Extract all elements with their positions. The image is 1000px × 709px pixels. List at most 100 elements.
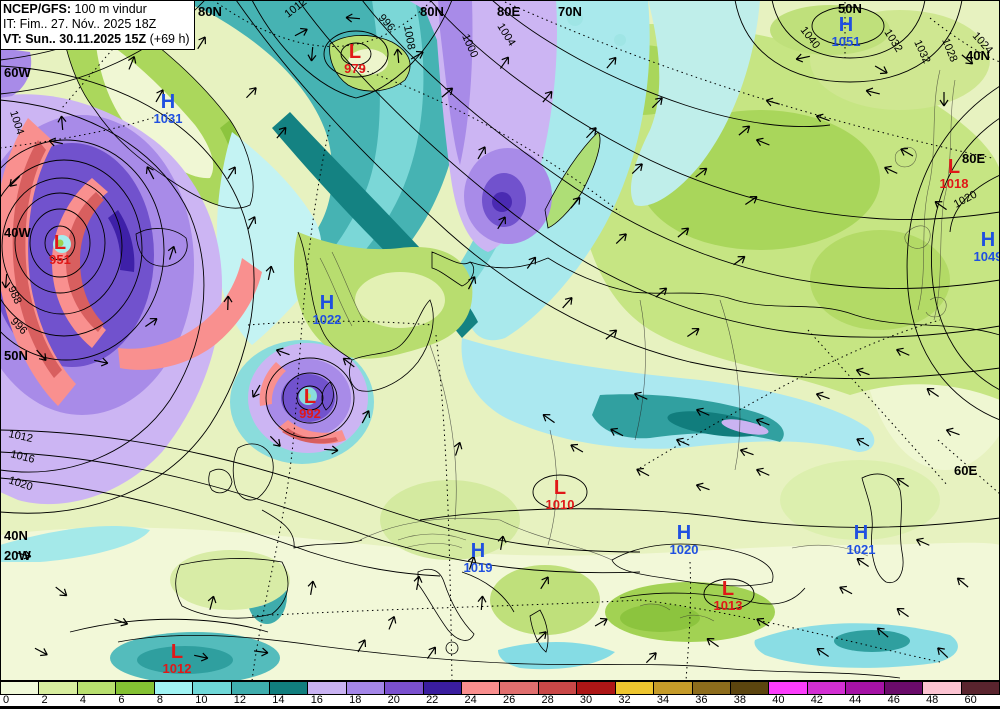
pressure-center-letter: H bbox=[839, 14, 853, 36]
colorbar-cell bbox=[462, 682, 501, 695]
wind-arrow-icon bbox=[651, 97, 663, 109]
wind-arrow-icon bbox=[839, 585, 853, 595]
wind-arrow-icon bbox=[855, 367, 870, 377]
coastlines bbox=[57, 0, 1000, 679]
colorbar-cell bbox=[961, 682, 1000, 695]
wind-arrow-icon bbox=[677, 227, 690, 238]
wind-arrow-icon bbox=[94, 357, 109, 367]
colorbar-tick: 14 bbox=[272, 694, 285, 706]
wind-arrow-icon bbox=[276, 126, 287, 139]
edge-coordinate-label: 80N bbox=[420, 4, 444, 19]
isobar-value-label: 1008 bbox=[401, 24, 417, 50]
wind-arrow-icon bbox=[357, 639, 367, 653]
wind-arrow-icon bbox=[477, 595, 487, 611]
pressure-center-letter: H bbox=[981, 229, 995, 251]
pressure-center-value: 1012 bbox=[163, 661, 192, 676]
wind-arrow-icon bbox=[227, 166, 236, 180]
wind-arrow-icon bbox=[756, 467, 770, 476]
wind-arrow-icon bbox=[586, 127, 597, 139]
pressure-center-letter: H bbox=[320, 292, 334, 314]
pressure-center-letter: L bbox=[349, 41, 361, 63]
wind-arrow-icon bbox=[247, 216, 257, 230]
pressure-center-value: 1020 bbox=[670, 542, 699, 557]
colorbar-cell bbox=[923, 682, 962, 695]
wind-arrow-icon bbox=[795, 53, 810, 63]
wind-arrow-icon bbox=[540, 576, 549, 590]
wind-arrow-icon bbox=[739, 447, 754, 457]
wind-arrow-icon bbox=[17, 550, 32, 560]
wind-arrow-icon bbox=[934, 200, 947, 211]
pressure-center-value: 1019 bbox=[464, 560, 493, 575]
wind-arrow-icon bbox=[874, 65, 888, 75]
wind-arrow-icon bbox=[265, 265, 275, 280]
wind-arrow-icon bbox=[876, 627, 889, 638]
colorbar-cell bbox=[39, 682, 78, 695]
wind-arrow-icon bbox=[499, 56, 510, 69]
colorbar-tick: 28 bbox=[541, 694, 554, 706]
wind-arrow-icon bbox=[197, 36, 206, 50]
wind-arrow-icon bbox=[695, 482, 710, 492]
wind-arrow-icon bbox=[562, 296, 573, 309]
wind-arrow-icon bbox=[345, 13, 361, 23]
isobar-value-label: 1012 bbox=[7, 428, 33, 445]
colorbar-tick-labels: 0 2 4 6 8 10 12 14 16 18 20 22 24 26 28 30 32 34 36 38 40 42 4… bbox=[0, 694, 1000, 706]
wind-arrow-icon bbox=[765, 97, 780, 107]
wind-arrow-icon bbox=[615, 233, 627, 244]
header-model-line: NCEP/GFS: 100 m vindur bbox=[3, 2, 147, 16]
wind-arrow-icon bbox=[896, 607, 909, 618]
colorbar-tick: 38 bbox=[733, 694, 747, 706]
pressure-center-value: 1021 bbox=[847, 542, 876, 557]
pressure-center-value: 992 bbox=[299, 406, 321, 421]
weather-map: W80N80N80E70N50N40N60W80E40W50N40N20W60E… bbox=[0, 0, 1000, 681]
colorbar-tick: 44 bbox=[849, 694, 862, 706]
colorbar-cell bbox=[692, 682, 732, 695]
wind-arrow-icon bbox=[253, 647, 269, 657]
wind-arrow-icon bbox=[48, 137, 63, 147]
wind-arrow-icon bbox=[939, 92, 949, 107]
colorbar-tick: 16 bbox=[310, 694, 323, 706]
edge-coordinate-label: 40N bbox=[4, 528, 28, 543]
wind-arrow-icon bbox=[294, 27, 308, 37]
pressure-center-letter: L bbox=[54, 232, 66, 254]
colorbar-cell bbox=[154, 682, 194, 695]
colorbar-cell bbox=[807, 682, 847, 695]
colorbar-cell bbox=[500, 682, 539, 695]
wind-arrow-icon bbox=[900, 147, 914, 157]
bottom-border bbox=[0, 706, 1000, 709]
wind-arrow-icon bbox=[916, 537, 930, 546]
colorbar-tick: 8 bbox=[156, 694, 163, 706]
wind-arrow-icon bbox=[687, 328, 700, 337]
edge-coordinate-label: 50N bbox=[4, 348, 28, 363]
isobar-contours bbox=[0, 0, 1000, 633]
wind-arrow-icon bbox=[207, 595, 217, 610]
edge-coordinate-label: 80E bbox=[497, 4, 520, 19]
graticule-lines bbox=[0, 0, 1000, 681]
colorbar-cell bbox=[308, 682, 347, 695]
model-name: NCEP/GFS: bbox=[3, 2, 72, 16]
wind-arrow-icon bbox=[756, 617, 770, 627]
forecast-header: NCEP/GFS: 100 m vindur IT: Fim.. 27. Nóv… bbox=[0, 0, 195, 50]
wind-arrow-icon bbox=[631, 163, 643, 174]
colorbar-cell bbox=[769, 682, 808, 695]
edge-coordinate-label: 40W bbox=[4, 225, 31, 240]
pressure-center-value: 1010 bbox=[546, 497, 575, 512]
pressure-center-value: 1018 bbox=[940, 176, 969, 191]
pressure-center-value: 951 bbox=[49, 252, 71, 267]
colorbar-tick: 6 bbox=[118, 694, 125, 706]
colorbar-cell bbox=[577, 682, 616, 695]
colorbar-tick: 10 bbox=[195, 694, 208, 706]
wind-arrow-icon bbox=[937, 647, 949, 658]
wind-arrow-icon bbox=[36, 349, 47, 362]
wind-arrow-icon bbox=[477, 146, 487, 160]
colorbar-cell bbox=[884, 682, 924, 695]
wind-arrow-icon bbox=[275, 347, 290, 357]
wind-arrow-icon bbox=[393, 48, 403, 64]
wind-arrow-icon bbox=[733, 255, 746, 266]
wind-arrow-icon bbox=[745, 196, 758, 205]
